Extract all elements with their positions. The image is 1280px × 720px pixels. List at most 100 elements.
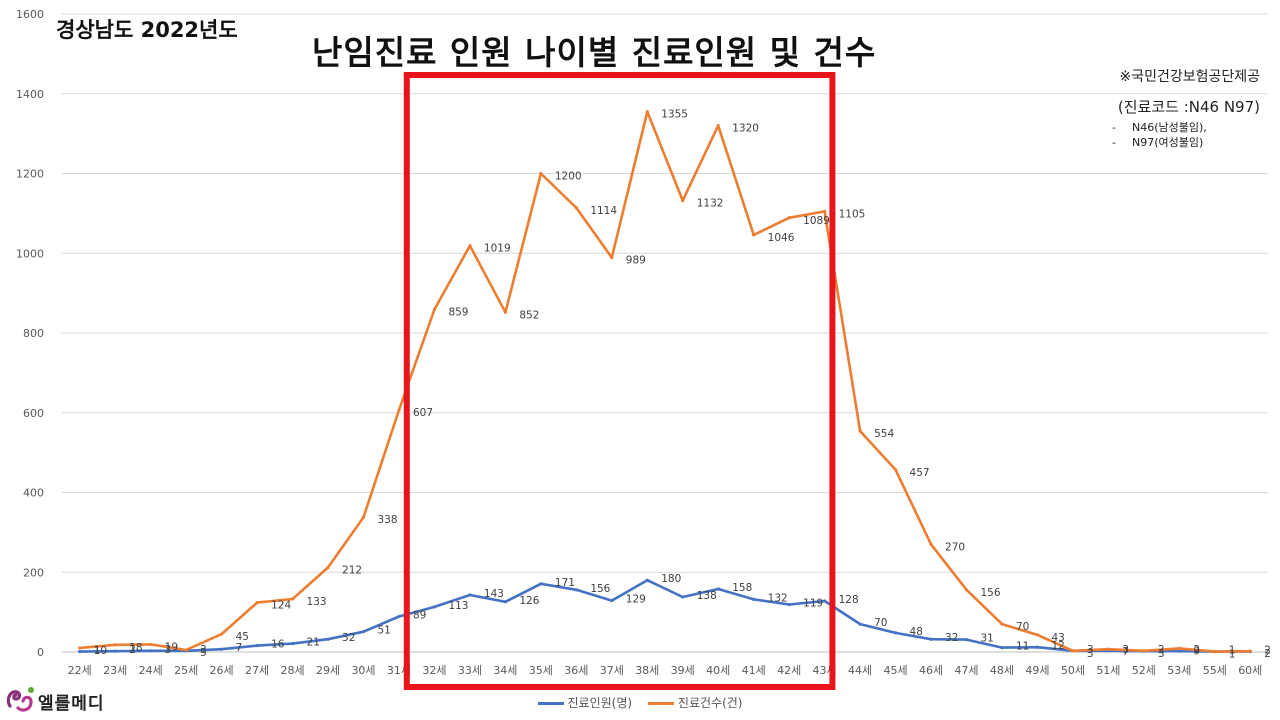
data-point bbox=[113, 649, 117, 653]
data-label: 43 bbox=[1051, 632, 1064, 644]
legend-label-cases: 진료건수(건) bbox=[677, 696, 743, 710]
logo-icon bbox=[6, 687, 34, 712]
data-label: 158 bbox=[732, 582, 752, 594]
data-point bbox=[1213, 650, 1217, 654]
data-label: 19 bbox=[165, 641, 178, 653]
data-point bbox=[397, 408, 401, 412]
data-label: 180 bbox=[661, 573, 681, 585]
data-point bbox=[752, 233, 756, 237]
data-label: 89 bbox=[413, 610, 426, 622]
data-label: 1200 bbox=[555, 171, 582, 183]
highlight-layer bbox=[403, 72, 836, 690]
legend-item-people: 진료인원(명) bbox=[537, 694, 632, 711]
x-tick-label: 52세 bbox=[1132, 664, 1156, 677]
data-label: 11 bbox=[1016, 641, 1029, 653]
data-label: 156 bbox=[981, 587, 1001, 599]
data-point bbox=[858, 622, 862, 626]
x-tick-label: 48세 bbox=[990, 664, 1014, 677]
x-tick-label: 22세 bbox=[68, 664, 92, 677]
data-label: 171 bbox=[555, 577, 575, 589]
x-tick-label: 25세 bbox=[174, 664, 198, 677]
data-label: 119 bbox=[803, 598, 823, 610]
data-label: 45 bbox=[236, 631, 249, 643]
data-point bbox=[1071, 649, 1075, 653]
data-point bbox=[432, 605, 437, 609]
x-tick-label: 49세 bbox=[1025, 664, 1049, 677]
data-point bbox=[78, 650, 82, 654]
code-item-n46: - N46(남성불임), bbox=[1112, 121, 1207, 134]
legend-swatch-people bbox=[537, 702, 564, 705]
data-point bbox=[858, 429, 862, 433]
data-label: 989 bbox=[626, 255, 646, 267]
highlight-box bbox=[403, 72, 836, 690]
data-point bbox=[149, 642, 153, 647]
data-point bbox=[539, 171, 543, 176]
data-label: 2 bbox=[1158, 644, 1165, 656]
y-tick-label: 200 bbox=[23, 566, 44, 579]
data-point bbox=[184, 648, 188, 652]
x-tick-label: 46세 bbox=[919, 664, 943, 677]
data-label: 859 bbox=[448, 306, 468, 318]
data-label: 1 bbox=[1229, 645, 1236, 657]
data-point bbox=[255, 644, 259, 648]
data-point bbox=[78, 646, 82, 650]
y-tick-label: 1200 bbox=[16, 168, 44, 181]
diagnosis-code-note: (진료코드 :N46 N97) bbox=[1117, 98, 1260, 116]
x-tick-label: 53세 bbox=[1167, 664, 1191, 677]
region-label: 경상남도 2022년도 bbox=[56, 18, 238, 42]
y-tick-label: 1600 bbox=[16, 8, 44, 21]
data-label: 48 bbox=[910, 626, 923, 638]
data-point bbox=[220, 632, 224, 636]
data-point bbox=[752, 597, 756, 601]
data-label: 132 bbox=[768, 592, 788, 604]
x-tick-label: 30세 bbox=[351, 664, 375, 677]
data-point bbox=[503, 310, 507, 314]
data-point bbox=[823, 599, 827, 603]
data-label: 1105 bbox=[839, 208, 866, 220]
grid-lines bbox=[62, 13, 1268, 653]
data-label: 852 bbox=[519, 309, 539, 321]
data-point bbox=[361, 515, 366, 519]
data-label: 12 bbox=[1051, 640, 1064, 652]
x-tick-label: 44세 bbox=[848, 664, 872, 677]
data-point bbox=[1035, 633, 1040, 637]
x-tick-label: 33세 bbox=[458, 664, 482, 677]
data-point bbox=[681, 595, 685, 599]
data-label: 2 bbox=[1264, 648, 1271, 660]
x-tick-label: 42세 bbox=[777, 664, 801, 677]
x-axis-ticks: 22세 23세 24세 25세 26세 27세 28세 29세 30세 31세 32세 33세 34세 3… bbox=[68, 664, 1263, 677]
series-lines bbox=[78, 110, 1252, 654]
data-point bbox=[1177, 649, 1181, 653]
data-label: 18 bbox=[129, 642, 142, 654]
x-tick-label: 23세 bbox=[103, 664, 127, 677]
data-label: 5 bbox=[200, 647, 207, 659]
data-point bbox=[893, 468, 898, 472]
data-label: 10 bbox=[94, 645, 107, 657]
data-point bbox=[1248, 649, 1252, 653]
data-point bbox=[610, 256, 614, 260]
series-line-cases bbox=[78, 110, 1252, 653]
y-tick-label: 0 bbox=[37, 646, 44, 659]
data-point bbox=[113, 643, 117, 647]
x-tick-label: 41세 bbox=[742, 664, 766, 677]
code-item-n97: - N97(여성불임) bbox=[1112, 136, 1204, 149]
x-tick-label: 24세 bbox=[139, 664, 163, 677]
data-point bbox=[149, 649, 153, 653]
data-label: 3 bbox=[200, 644, 207, 656]
data-label: 32 bbox=[945, 632, 958, 644]
data-label: 21 bbox=[307, 637, 320, 649]
data-point bbox=[645, 578, 649, 582]
x-tick-label: 50세 bbox=[1061, 664, 1085, 677]
chart-legend: 진료인원(명) 진료건수(건) bbox=[0, 694, 1280, 711]
y-tick-label: 1000 bbox=[16, 247, 44, 260]
data-label: 607 bbox=[413, 407, 433, 419]
x-tick-label: 34세 bbox=[493, 664, 517, 677]
data-label: 1089 bbox=[803, 215, 830, 227]
x-tick-label: 39세 bbox=[671, 664, 695, 677]
data-label: 143 bbox=[484, 588, 504, 600]
data-point bbox=[610, 598, 614, 603]
data-label: 3 bbox=[1087, 648, 1094, 660]
data-point bbox=[929, 637, 933, 641]
